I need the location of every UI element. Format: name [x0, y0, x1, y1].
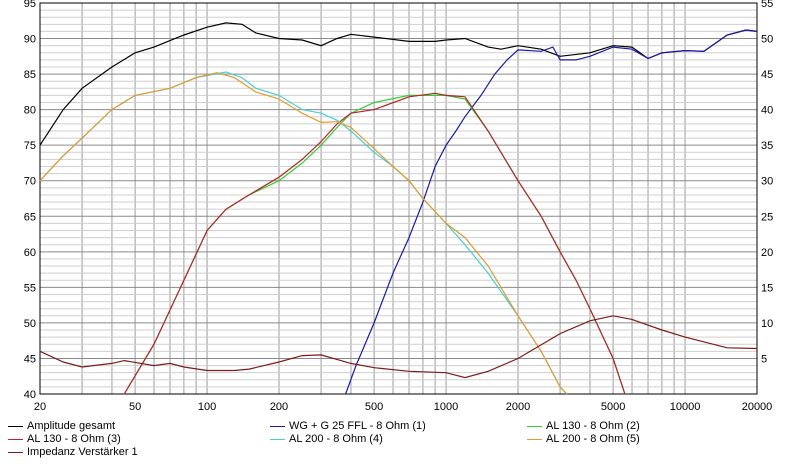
legend-label: AL 130 - 8 Ohm (3): [27, 433, 121, 445]
y-tick-label-left: 45: [24, 353, 36, 365]
x-tick-label: 20000: [742, 401, 773, 413]
y-tick-label-left: 55: [24, 282, 36, 294]
y-tick-label-left: 40: [24, 389, 36, 401]
y-tick-label-left: 90: [24, 34, 36, 46]
y-tick-label-right: 15: [761, 282, 773, 294]
y-tick-label-right: 50: [761, 34, 773, 46]
y-tick-label-right: 5: [761, 353, 767, 365]
legend-label: WG + G 25 FFL - 8 Ohm (1): [289, 420, 426, 432]
y-tick-label-left: 60: [24, 247, 36, 259]
y-tick-label-left: 65: [24, 211, 36, 223]
x-tick-label: 1000: [434, 401, 458, 413]
series-line: [123, 92, 626, 395]
x-tick-label: 500: [365, 401, 383, 413]
x-tick-label: 2000: [506, 401, 530, 413]
legend-item: AL 200 - 8 Ohm (5): [527, 433, 640, 445]
y-tick-label-right: 40: [761, 105, 773, 117]
y-tick-label-right: 35: [761, 140, 773, 152]
legend-item: AL 130 - 8 Ohm (2): [527, 420, 640, 432]
legend-item: Impedanz Verstärker 1: [8, 446, 138, 458]
series-line: [39, 22, 758, 146]
legend-item: WG + G 25 FFL - 8 Ohm (1): [270, 420, 426, 432]
series-line: [39, 71, 568, 395]
legend-item: AL 200 - 8 Ohm (4): [270, 433, 383, 445]
y-tick-label-left: 50: [24, 318, 36, 330]
plot-frame: [39, 2, 758, 395]
legend-label: AL 200 - 8 Ohm (4): [289, 433, 383, 445]
y-tick-label-right: 45: [761, 69, 773, 81]
y-tick-label-right: 55: [761, 0, 773, 10]
legend-swatch: [8, 425, 23, 427]
y-tick-label-left: 70: [24, 176, 36, 188]
y-tick-label-left: 85: [24, 69, 36, 81]
tick-labels: 40 45 50 55 60 65 70 75 80 85 90 95 5 10 15 20 25 30 35 40 4…: [24, 0, 774, 413]
series-line: [345, 29, 758, 395]
x-tick-label: 50: [129, 401, 141, 413]
y-tick-label-right: 20: [761, 247, 773, 259]
series-line: [39, 315, 758, 379]
legend-swatch: [8, 438, 23, 440]
x-tick-label: 10000: [670, 401, 701, 413]
series-group: [39, 22, 758, 395]
y-tick-label-left: 75: [24, 140, 36, 152]
legend-swatch: [527, 438, 542, 440]
grid: [40, 3, 757, 394]
legend-swatch: [270, 438, 285, 440]
legend-item: Amplitude gesamt: [8, 420, 115, 432]
y-tick-label-left: 95: [24, 0, 36, 10]
x-tick-label: 200: [270, 401, 288, 413]
y-tick-label-right: 10: [761, 318, 773, 330]
x-tick-label: 100: [198, 401, 216, 413]
legend-label: Amplitude gesamt: [27, 420, 116, 432]
legend-item: AL 130 - 8 Ohm (3): [8, 433, 121, 445]
series-line: [39, 72, 568, 395]
legend-swatch: [8, 451, 23, 453]
x-tick-label: 5000: [601, 401, 625, 413]
legend-label: AL 200 - 8 Ohm (5): [546, 433, 640, 445]
y-tick-label-right: 30: [761, 176, 773, 188]
y-tick-label-left: 80: [24, 105, 36, 117]
legend-label: AL 130 - 8 Ohm (2): [546, 420, 640, 432]
legend-swatch: [270, 425, 285, 427]
legend-swatch: [527, 425, 542, 427]
x-tick-label: 20: [34, 401, 46, 413]
y-tick-label-right: 25: [761, 211, 773, 223]
legend-label: Impedanz Verstärker 1: [27, 446, 138, 458]
